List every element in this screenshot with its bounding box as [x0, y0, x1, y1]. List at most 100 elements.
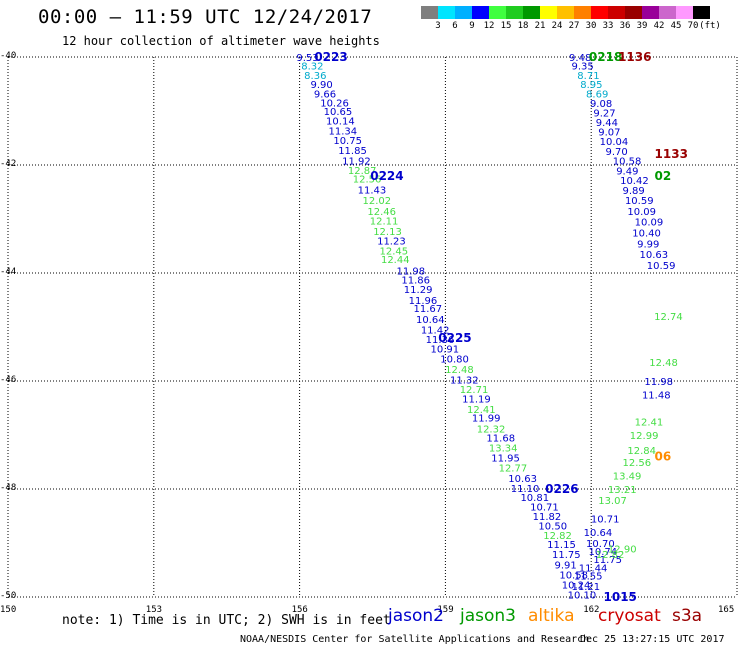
x-tick-label: 150 — [0, 605, 17, 615]
colorbar-tick: 6 — [452, 21, 458, 31]
track-time-label: 1136 — [618, 50, 651, 64]
swh-value: 10.10 — [568, 590, 597, 601]
swh-value: 9.48 — [569, 53, 591, 64]
swh-value: 8.71 — [577, 71, 599, 82]
swh-value: 10.59 — [625, 196, 654, 207]
colorbar-tick: 70 — [687, 21, 699, 31]
swh-value: 12.45 — [380, 246, 409, 257]
legend-cryosat: cryosat — [598, 606, 661, 626]
swh-value: 11.99 — [472, 414, 501, 425]
swh-value: 10.58 — [559, 570, 588, 581]
swh-value: 11.48 — [642, 391, 671, 402]
legend-jason3: jason3 — [460, 606, 516, 626]
x-tick-label: 165 — [718, 605, 735, 615]
swh-value: 9.27 — [593, 109, 615, 120]
timestamp-text: Dec 25 13:27:15 UTC 2017 — [580, 634, 725, 645]
swh-value: 10.26 — [320, 98, 349, 109]
swh-value: 12.56 — [353, 175, 382, 186]
swh-value: 8.95 — [580, 80, 602, 91]
swh-value: 12.02 — [363, 196, 392, 207]
swh-value: 10.74 — [588, 547, 617, 558]
swh-value: 12.74 — [654, 312, 683, 323]
swh-value: 10.71 — [530, 502, 559, 513]
swh-value: 10.63 — [508, 474, 537, 485]
swh-value: 9.44 — [596, 118, 618, 129]
swh-value: 10.09 — [635, 218, 664, 229]
colorbar-tick: 39 — [636, 21, 648, 31]
swh-value: 13.34 — [489, 443, 518, 454]
colorbar-tick: 30 — [585, 21, 597, 31]
swh-value: 12.48 — [445, 365, 474, 376]
swh-value: 11.19 — [462, 394, 491, 405]
track-time-label: 0218 — [589, 50, 622, 64]
satellite-tracks: 9.538.328.369.909.6610.2610.6510.1411.34… — [296, 50, 688, 604]
swh-value: 11.75 — [552, 550, 581, 561]
colorbar-tick: 9 — [469, 21, 475, 31]
colorbar-swatch — [591, 6, 608, 19]
swh-value: 11.95 — [491, 454, 520, 465]
colorbar-tick: 3 — [435, 21, 441, 31]
swh-value: 11.32 — [450, 375, 479, 386]
swh-value: 8.32 — [301, 62, 323, 73]
swh-value: 11.23 — [377, 237, 406, 248]
track-time-label: 0224 — [370, 169, 403, 183]
swh-value: 11.36 — [426, 335, 455, 346]
credit-text: NOAA/NESDIS Center for Satellite Applica… — [240, 634, 590, 645]
swh-value: 11.86 — [401, 275, 430, 286]
swh-value: 10.81 — [520, 493, 549, 504]
y-tick-label: -42 — [0, 159, 17, 169]
swh-value: 10.70 — [586, 539, 615, 550]
swh-value: 11.21 — [571, 582, 600, 593]
swh-value: 11.10 — [511, 484, 540, 495]
x-tick-label: 153 — [145, 605, 163, 615]
colorbar-tick: 18 — [517, 21, 529, 31]
swh-value: 13.21 — [608, 485, 637, 496]
swh-value: 11.92 — [342, 157, 371, 168]
colorbar-swatch — [676, 6, 693, 19]
swh-value: 12.71 — [460, 385, 489, 396]
swh-value: 11.75 — [593, 555, 622, 566]
legend-s3a: s3a — [672, 606, 703, 626]
swh-value: 12.82 — [543, 531, 572, 542]
swh-value: 12.77 — [499, 463, 528, 474]
swh-value: 10.91 — [431, 345, 460, 356]
swh-value: 8.69 — [586, 90, 608, 101]
swh-value: 10.75 — [333, 136, 362, 147]
y-tick-label: -48 — [0, 483, 17, 493]
swh-value: 12.41 — [635, 418, 664, 429]
lat-lon-grid — [7, 56, 738, 598]
page-title: 00:00 – 11:59 UTC 12/24/2017 — [38, 6, 373, 28]
x-tick-label: 162 — [583, 605, 600, 615]
swh-value: 10.59 — [647, 261, 676, 272]
swh-value: 11.68 — [486, 434, 515, 445]
swh-value: 12.90 — [608, 544, 637, 555]
colorbar — [421, 6, 710, 19]
swh-value: 10.63 — [640, 250, 669, 261]
swh-value: 10.50 — [538, 522, 567, 533]
track-time-label: 0226 — [545, 482, 578, 496]
swh-value: 10.24 — [562, 581, 591, 592]
swh-value: 10.40 — [632, 229, 661, 240]
colorbar-swatch — [693, 6, 710, 19]
swh-value: 9.49 — [616, 166, 638, 177]
swh-value: 9.08 — [590, 99, 612, 110]
swh-value: 10.58 — [613, 157, 642, 168]
swh-value: 13.49 — [613, 472, 642, 483]
swh-value: 9.66 — [314, 90, 336, 101]
swh-value: 10.42 — [620, 176, 649, 187]
page-subtitle: 12 hour collection of altimeter wave hei… — [62, 34, 380, 48]
y-tick-label: -44 — [0, 267, 17, 277]
swh-value: 11.98 — [397, 266, 426, 277]
swh-value: 11.55 — [574, 571, 603, 582]
swh-value: 11.43 — [358, 185, 387, 196]
y-tick-label: -46 — [0, 375, 17, 385]
swh-value: 12.11 — [370, 217, 399, 228]
colorbar-swatch — [523, 6, 540, 19]
swh-value: 12.48 — [649, 358, 678, 369]
track-time-label: 1015 — [604, 590, 637, 604]
swh-value: 11.44 — [579, 563, 608, 574]
colorbar-tick: 27 — [568, 21, 580, 31]
colorbar-swatch — [472, 6, 489, 19]
swh-value: 12.99 — [630, 431, 659, 442]
swh-value: 12.13 — [373, 227, 402, 238]
